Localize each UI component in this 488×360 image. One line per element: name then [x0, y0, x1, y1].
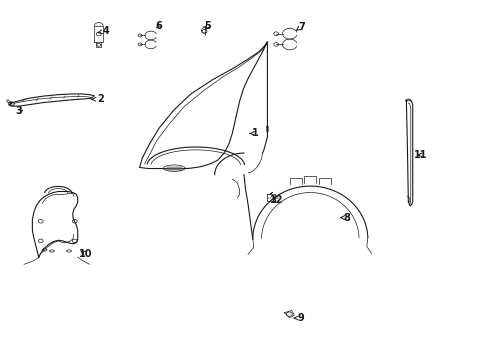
- Text: 5: 5: [204, 21, 211, 31]
- Text: 9: 9: [293, 313, 304, 323]
- Text: 3: 3: [16, 106, 22, 116]
- Text: 6: 6: [156, 21, 162, 31]
- Text: 4: 4: [98, 26, 109, 36]
- Text: 2: 2: [91, 94, 104, 104]
- Text: 1: 1: [249, 129, 259, 138]
- Text: 7: 7: [295, 22, 305, 32]
- Text: 10: 10: [79, 248, 93, 258]
- Text: 11: 11: [413, 150, 427, 160]
- Text: 12: 12: [270, 195, 284, 205]
- Text: 8: 8: [340, 213, 349, 222]
